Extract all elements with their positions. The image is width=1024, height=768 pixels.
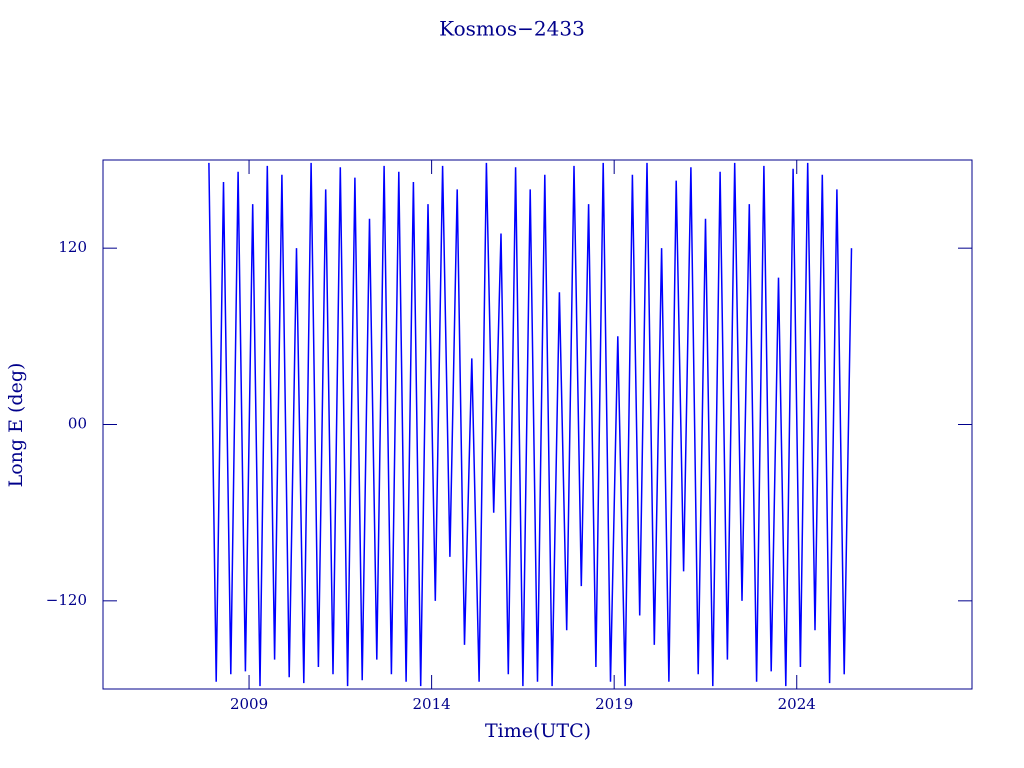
y-tick-label: −120	[46, 591, 87, 609]
data-line	[208, 162, 853, 687]
plot-area	[208, 162, 853, 687]
plot-frame	[102, 159, 973, 690]
y-tick-label: 120	[58, 238, 87, 256]
x-tick-label: 2014	[413, 695, 451, 713]
x-tick-label: 2019	[595, 695, 633, 713]
y-axis-label: Long E (deg)	[5, 363, 27, 488]
x-axis-label: Time(UTC)	[485, 720, 591, 742]
chart-title: Kosmos−2433	[439, 17, 585, 41]
y-tick-label: 00	[68, 415, 87, 433]
x-tick-label: 2009	[230, 695, 268, 713]
x-tick-label: 2024	[778, 695, 816, 713]
